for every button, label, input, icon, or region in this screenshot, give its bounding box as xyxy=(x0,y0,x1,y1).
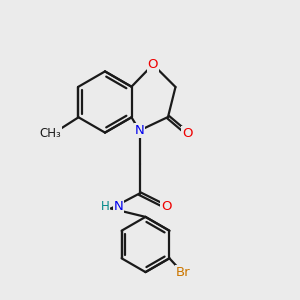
Text: Br: Br xyxy=(176,266,190,280)
Text: N: N xyxy=(135,124,144,137)
Text: CH₃: CH₃ xyxy=(39,127,61,140)
Text: N: N xyxy=(114,200,123,214)
Text: O: O xyxy=(182,127,193,140)
Text: H: H xyxy=(100,200,109,214)
Text: O: O xyxy=(148,58,158,71)
Text: O: O xyxy=(161,200,172,214)
